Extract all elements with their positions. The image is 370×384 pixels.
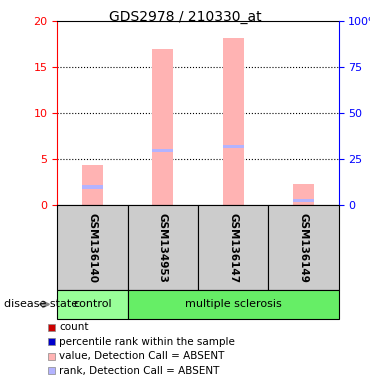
Text: count: count [59,322,89,332]
Bar [57,290,128,319]
Bar [293,199,314,202]
Bar [152,149,173,152]
Bar [268,205,339,290]
Text: multiple sclerosis: multiple sclerosis [185,299,282,310]
Bar [223,145,243,148]
Text: percentile rank within the sample: percentile rank within the sample [59,337,235,347]
Text: GSM136140: GSM136140 [87,213,98,283]
Text: control: control [73,299,112,310]
Bar [128,290,339,319]
Bar [57,205,128,290]
Bar [82,165,103,205]
Bar [152,49,173,205]
Text: rank, Detection Call = ABSENT: rank, Detection Call = ABSENT [59,366,219,376]
Bar [128,205,198,290]
Bar [198,205,268,290]
Text: disease state: disease state [4,299,78,310]
Bar [223,38,243,205]
Text: GSM134953: GSM134953 [158,213,168,283]
Text: GDS2978 / 210330_at: GDS2978 / 210330_at [109,10,261,23]
Text: GSM136147: GSM136147 [228,213,238,283]
Bar [82,185,103,189]
Text: GSM136149: GSM136149 [298,213,309,283]
Bar [293,184,314,205]
Text: value, Detection Call = ABSENT: value, Detection Call = ABSENT [59,351,225,361]
